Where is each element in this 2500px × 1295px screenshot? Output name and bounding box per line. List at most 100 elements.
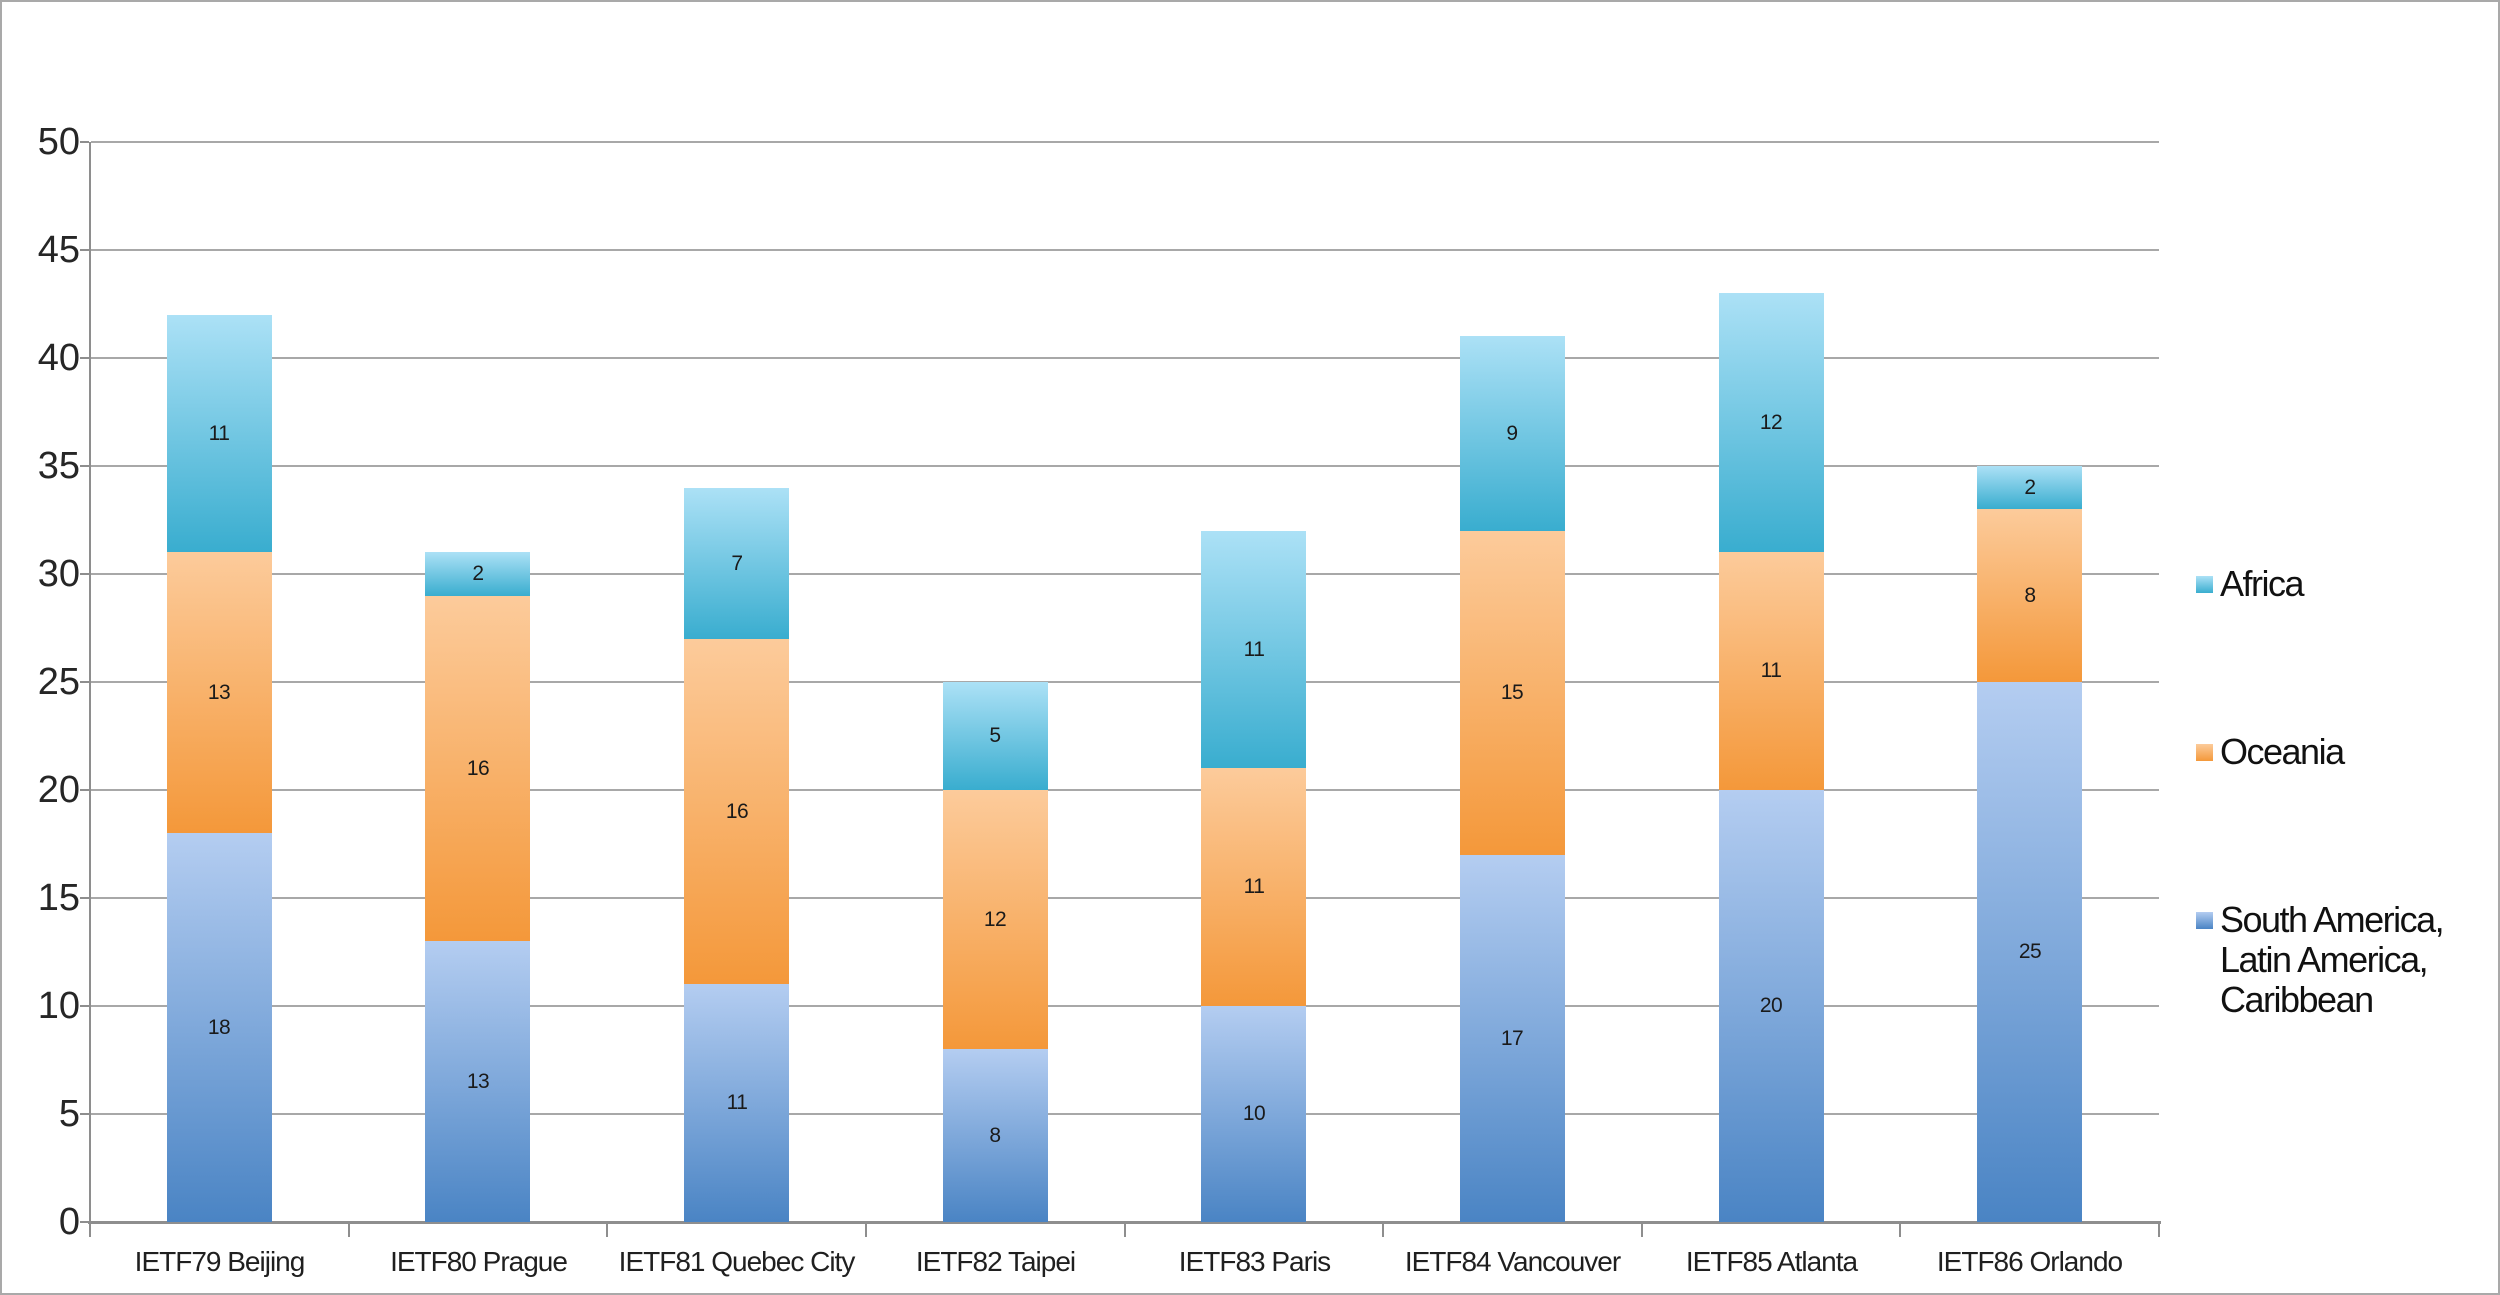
x-axis-tick (1382, 1222, 1384, 1237)
y-axis-tick (80, 897, 89, 899)
bar-segment-oceania-ietf80-prague (425, 596, 530, 941)
data-label: 25 (2018, 940, 2042, 963)
data-label: 2 (472, 562, 484, 585)
gridline (91, 1005, 2159, 1007)
y-axis-tick (80, 1221, 89, 1223)
y-axis-tick-label: 25 (37, 661, 80, 703)
x-axis-category-label: IETF85 Atlanta (1685, 1246, 1858, 1277)
bar-segment-oceania-ietf86-orlando (1977, 509, 2082, 682)
gridline (91, 897, 2159, 899)
x-axis-category-label: IETF82 Taipei (915, 1246, 1076, 1277)
x-axis-tick (2158, 1222, 2160, 1237)
gridline (91, 249, 2159, 251)
bar-segment-south-america-latin-america-caribbean-ietf85-atlanta (1719, 790, 1824, 1222)
bar-segment-africa-ietf86-orlando (1977, 466, 2082, 509)
data-label: 7 (731, 552, 743, 575)
x-axis-category-label: IETF81 Quebec City (618, 1246, 856, 1277)
gridline (91, 465, 2159, 467)
legend-label: South America, Latin America, Caribbean (2220, 899, 2445, 1020)
data-label: 11 (1243, 638, 1265, 661)
bar-segment-africa-ietf83-paris (1201, 531, 1306, 768)
y-axis-tick-label: 5 (58, 1093, 80, 1135)
bar-segment-oceania-ietf79-beijing (167, 552, 272, 833)
y-axis-tick (80, 249, 89, 251)
y-axis-tick (80, 681, 89, 683)
data-label: 16 (466, 757, 490, 780)
y-axis-tick-label: 0 (58, 1201, 80, 1243)
x-axis-category-label: IETF80 Prague (390, 1246, 568, 1277)
data-label: 11 (1243, 875, 1265, 898)
data-label: 17 (1500, 1027, 1524, 1050)
data-label: 8 (2024, 584, 2036, 607)
data-label: 11 (1760, 659, 1782, 682)
bar-segment-africa-ietf81-quebec-city (684, 488, 789, 639)
bar-segment-oceania-ietf85-atlanta (1719, 552, 1824, 790)
bar-segment-oceania-ietf84-vancouver (1460, 531, 1565, 855)
bar-segment-oceania-ietf81-quebec-city (684, 639, 789, 984)
gridline (91, 681, 2159, 683)
bar-segment-africa-ietf80-prague (425, 552, 530, 596)
data-label: 13 (466, 1070, 490, 1093)
x-axis-category-label: IETF79 Beijing (134, 1246, 306, 1277)
y-axis-tick (80, 465, 89, 467)
bar-segment-south-america-latin-america-caribbean-ietf83-paris (1201, 1006, 1306, 1222)
y-axis-tick-label: 45 (37, 229, 80, 271)
legend-swatch-icon (2196, 744, 2213, 761)
x-axis-category-label: IETF84 Vancouver (1404, 1246, 1621, 1277)
bar-segment-south-america-latin-america-caribbean-ietf84-vancouver (1460, 855, 1565, 1222)
x-axis-tick (89, 1222, 91, 1237)
legend-label: Africa (2220, 563, 2305, 604)
data-label: 8 (989, 1124, 1001, 1147)
y-axis-tick-label: 10 (37, 985, 80, 1027)
bar-segment-south-america-latin-america-caribbean-ietf81-quebec-city (684, 984, 789, 1222)
x-axis-tick (606, 1222, 608, 1237)
x-axis-category-label: IETF83 Paris (1178, 1246, 1331, 1277)
bar-segment-oceania-ietf82-taipei (943, 790, 1048, 1049)
x-axis-tick (865, 1222, 867, 1237)
data-label: 20 (1759, 994, 1783, 1017)
bar-segment-south-america-latin-america-caribbean-ietf86-orlando (1977, 682, 2082, 1222)
y-axis-tick-label: 20 (37, 769, 80, 811)
y-axis-line (89, 142, 91, 1237)
y-axis-tick (80, 573, 89, 575)
bar-segment-africa-ietf85-atlanta (1719, 293, 1824, 552)
y-axis-tick (80, 141, 89, 143)
bar-segment-africa-ietf82-taipei (943, 682, 1048, 790)
bar-segment-africa-ietf84-vancouver (1460, 336, 1565, 531)
bar-segment-africa-ietf79-beijing (167, 315, 272, 552)
data-label: 10 (1242, 1102, 1266, 1125)
gridline (91, 789, 2159, 791)
y-axis-tick-label: 40 (37, 337, 80, 379)
data-label: 11 (208, 422, 230, 445)
x-axis-tick (1124, 1222, 1126, 1237)
legend-label: Oceania (2220, 731, 2345, 772)
data-label: 16 (725, 800, 749, 823)
data-label: 13 (207, 681, 231, 704)
data-label: 9 (1506, 422, 1518, 445)
data-label: 11 (726, 1091, 748, 1114)
bar-segment-south-america-latin-america-caribbean-ietf82-taipei (943, 1049, 1048, 1222)
data-label: 2 (2024, 476, 2036, 499)
bar-segment-south-america-latin-america-caribbean-ietf80-prague (425, 941, 530, 1222)
legend-swatch-icon (2196, 576, 2213, 593)
y-axis-tick-label: 50 (37, 121, 80, 163)
gridline (91, 357, 2159, 359)
data-label: 5 (989, 724, 1001, 747)
y-axis-tick-label: 35 (37, 445, 80, 487)
gridline (91, 573, 2159, 575)
data-label: 12 (983, 908, 1007, 931)
gridline (91, 141, 2159, 143)
gridline (91, 1113, 2159, 1115)
data-label: 12 (1759, 411, 1783, 434)
y-axis-tick (80, 789, 89, 791)
x-axis-tick (1641, 1222, 1643, 1237)
x-axis-category-label: IETF86 Orlando (1936, 1246, 2123, 1277)
x-axis-tick (348, 1222, 350, 1237)
y-axis-tick (80, 1005, 89, 1007)
data-label: 15 (1500, 681, 1524, 704)
y-axis-tick-label: 15 (37, 877, 80, 919)
y-axis-tick (80, 357, 89, 359)
y-axis-tick (80, 1113, 89, 1115)
